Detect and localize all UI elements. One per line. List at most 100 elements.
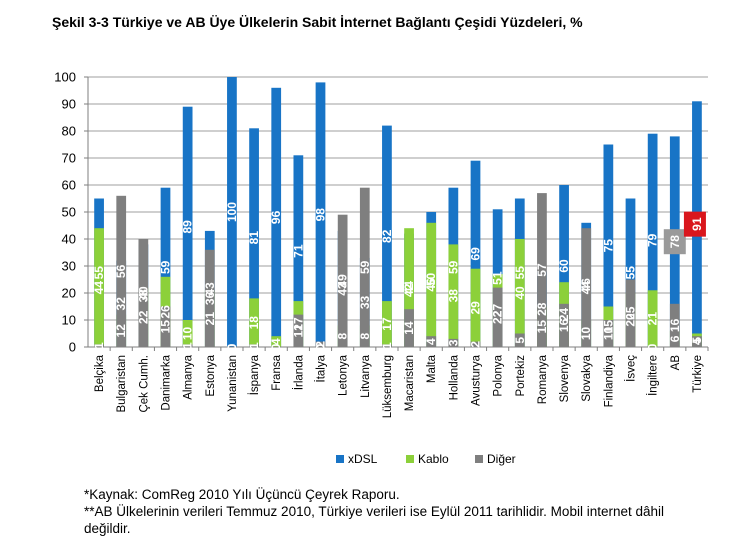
bar-segment-diğer xyxy=(382,344,392,347)
data-label: 5 xyxy=(690,337,704,344)
data-label: 43 xyxy=(336,282,350,296)
legend-label: Diğer xyxy=(487,452,516,466)
bar-segment-kablo xyxy=(94,228,104,347)
data-label: 2 xyxy=(314,341,328,348)
bar-segment-diğer xyxy=(337,214,348,347)
y-tick-label: 60 xyxy=(62,178,76,193)
data-label: 91 xyxy=(690,217,704,231)
x-tick-label: İspanya xyxy=(248,354,261,395)
data-label: 33 xyxy=(358,295,372,309)
bar-segment-diğer xyxy=(138,239,149,347)
data-label: 79 xyxy=(646,233,660,247)
bar-segment-xdsl xyxy=(182,106,193,347)
bar-segment-diğer xyxy=(669,303,680,347)
data-label: 17 xyxy=(291,317,305,331)
x-tick-label: Polonya xyxy=(493,354,505,396)
data-label: 3 xyxy=(446,339,460,346)
x-tick-label: İrlanda xyxy=(292,354,305,390)
data-label: 8 xyxy=(336,333,350,340)
data-label: 51 xyxy=(491,271,505,285)
data-label: 12 xyxy=(291,324,305,338)
bar-segment-diğer xyxy=(359,187,370,347)
data-labels: 5544132125638224059261589101432136100008… xyxy=(92,202,706,350)
highlight-label-box xyxy=(663,229,686,255)
data-label: 18 xyxy=(247,316,261,330)
legend-label: Kablo xyxy=(418,452,449,466)
bar-segment-xdsl xyxy=(293,155,304,347)
data-label: 69 xyxy=(469,247,483,261)
y-tick-label: 50 xyxy=(62,205,76,220)
x-tick-label: Türkiye xyxy=(692,355,704,393)
data-label: 96 xyxy=(269,210,283,224)
data-label: 5 xyxy=(513,337,527,344)
data-label: 20 xyxy=(624,313,638,327)
bar-segment-diğer xyxy=(470,341,481,347)
data-label: 81 xyxy=(247,231,261,245)
x-tick-label: Hollanda xyxy=(448,354,460,400)
data-label: 0 xyxy=(314,343,328,350)
bar-segment-kablo xyxy=(382,301,392,347)
data-label: 27 xyxy=(491,304,505,318)
x-tick-label: Yunanistan xyxy=(227,355,239,412)
data-label: 4 xyxy=(424,338,438,345)
data-label: 49 xyxy=(336,274,350,288)
data-label: 10 xyxy=(181,327,195,341)
data-label: 14 xyxy=(402,321,416,335)
data-label: 0 xyxy=(269,343,283,350)
data-label: 1 xyxy=(181,342,195,349)
bar-segment-kablo xyxy=(249,298,259,347)
bar-segment-kablo xyxy=(426,222,437,347)
y-tick-label: 40 xyxy=(62,232,76,247)
bar-segment-diğer xyxy=(160,306,171,347)
bar-segment-xdsl xyxy=(559,185,569,347)
x-tick-label: Finlandiya xyxy=(603,354,615,407)
x-tick-label: Danimarka xyxy=(161,354,173,410)
bar-segment-diğer xyxy=(404,309,414,347)
data-label: 4 xyxy=(690,338,704,345)
bar-segment-xdsl xyxy=(625,198,636,347)
bar-segment-diğer xyxy=(94,344,104,347)
x-tick-label: Slovenya xyxy=(559,354,571,402)
data-label: 24 xyxy=(557,308,571,322)
data-label: 44 xyxy=(579,281,593,295)
data-label: 46 xyxy=(579,278,593,292)
legend-swatch xyxy=(406,455,414,463)
data-label: 17 xyxy=(380,317,394,331)
bar-segment-kablo xyxy=(404,228,414,347)
data-label: 56 xyxy=(114,264,128,278)
x-tick-label: İtalya xyxy=(315,354,328,382)
bar-segment-diğer xyxy=(625,279,636,347)
data-label: 60 xyxy=(557,259,571,273)
bar-segment-xdsl xyxy=(603,144,614,347)
bar-segment-diğer xyxy=(603,320,614,347)
bar-segment-xdsl xyxy=(271,87,282,348)
data-label: 0 xyxy=(225,343,239,350)
y-tick-label: 90 xyxy=(62,97,76,112)
data-label: 26 xyxy=(159,305,173,319)
bar-segment-xdsl xyxy=(382,125,392,347)
x-tick-label: İngiltere xyxy=(647,355,660,396)
data-label: 1 xyxy=(380,342,394,349)
data-label: 55 xyxy=(92,266,106,280)
bar-segment-kablo xyxy=(470,268,481,347)
data-label: 22 xyxy=(491,310,505,324)
grid-lines xyxy=(88,76,708,348)
data-label: 98 xyxy=(314,208,328,222)
data-label: 55 xyxy=(513,266,527,280)
data-label: 15 xyxy=(601,320,615,334)
data-label: 44 xyxy=(402,281,416,295)
x-tick-label: Lüksemburg xyxy=(382,355,394,418)
x-tick-label: İsveç xyxy=(625,355,638,382)
x-tick-label: Macaristan xyxy=(404,355,416,411)
data-label: 55 xyxy=(624,266,638,280)
bar-segment-kablo xyxy=(448,244,459,347)
bar-segment-xdsl xyxy=(647,133,658,347)
data-label: 2 xyxy=(469,341,483,348)
data-label: 1 xyxy=(247,342,261,349)
y-tick-label: 20 xyxy=(62,286,76,301)
bar-segment-diğer xyxy=(448,338,459,347)
data-label: 43 xyxy=(203,282,217,296)
bar-segment-diğer xyxy=(581,228,592,347)
data-label: 40 xyxy=(513,286,527,300)
data-label: 4 xyxy=(269,338,283,345)
